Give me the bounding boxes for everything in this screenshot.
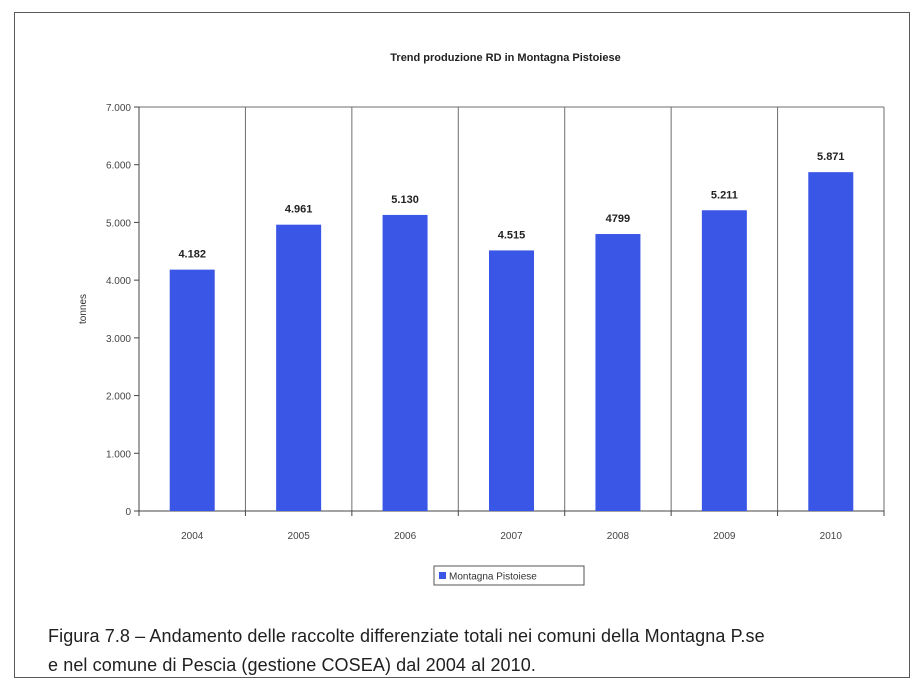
y-tick-label: 7.000 xyxy=(106,103,131,114)
figure-caption: Figura 7.8 – Andamento delle raccolte di… xyxy=(48,622,908,680)
legend-label: Montagna Pistoiese xyxy=(449,572,537,583)
data-label-2008: 4799 xyxy=(606,213,630,225)
y-tick-label: 2.000 xyxy=(106,392,131,403)
x-tick-label: 2005 xyxy=(288,531,311,542)
data-label-2007: 4.515 xyxy=(498,229,526,241)
bar-2006 xyxy=(382,214,428,511)
data-label-2005: 4.961 xyxy=(285,204,313,216)
caption-line-1: Figura 7.8 – Andamento delle raccolte di… xyxy=(48,626,765,646)
bar-2009 xyxy=(701,210,747,511)
data-label-2004: 4.182 xyxy=(178,249,206,261)
legend-box xyxy=(433,565,585,586)
y-tick-label: 0 xyxy=(125,507,131,518)
bar-2004 xyxy=(169,269,215,511)
y-tick-label: 4.000 xyxy=(106,276,131,287)
x-tick-label: 2004 xyxy=(181,531,204,542)
y-tick-label: 1.000 xyxy=(106,449,131,460)
data-label-2009: 5.211 xyxy=(711,189,738,201)
x-tick-label: 2010 xyxy=(820,531,843,542)
y-tick-label: 6.000 xyxy=(106,161,131,172)
y-tick-label: 3.000 xyxy=(106,334,131,345)
x-tick-label: 2007 xyxy=(500,531,523,542)
caption-line-2: e nel comune di Pescia (gestione COSEA) … xyxy=(48,655,536,675)
y-tick-label: 5.000 xyxy=(106,218,131,229)
x-tick-label: 2009 xyxy=(713,531,736,542)
bar-2005 xyxy=(276,224,322,511)
y-axis-label: tonnes xyxy=(78,294,89,324)
x-tick-label: 2008 xyxy=(607,531,630,542)
legend-swatch xyxy=(439,572,446,579)
chart-title: Trend produzione RD in Montagna Pistoies… xyxy=(390,52,620,64)
bar-2010 xyxy=(808,172,854,511)
data-label-2006: 5.130 xyxy=(391,194,419,206)
bar-2008 xyxy=(595,234,641,511)
figure-frame xyxy=(14,12,910,678)
bar-2007 xyxy=(489,250,534,512)
data-label-2010: 5.871 xyxy=(817,151,845,163)
x-tick-label: 2006 xyxy=(394,531,417,542)
